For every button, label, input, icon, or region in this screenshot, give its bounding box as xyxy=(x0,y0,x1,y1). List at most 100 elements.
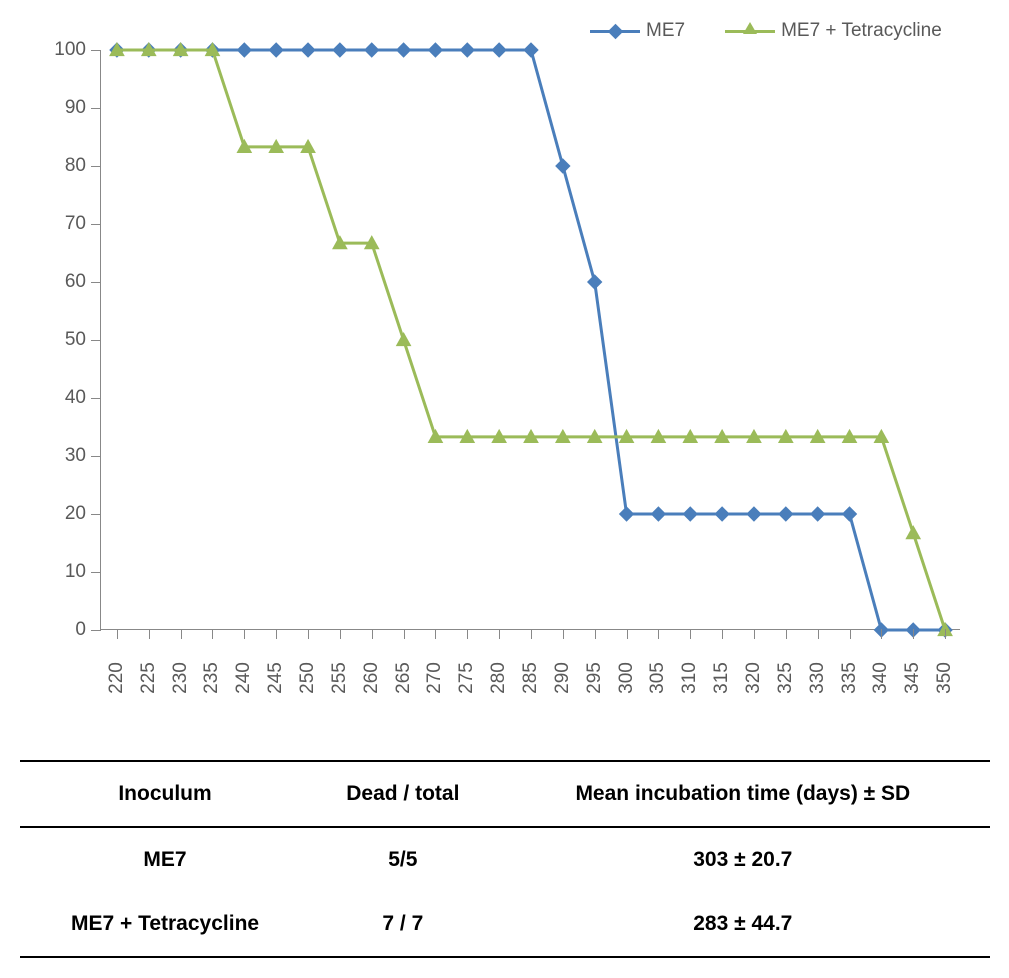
diamond-marker xyxy=(333,43,347,57)
col-incubation: Mean incubation time (days) ± SD xyxy=(496,761,990,827)
x-tick xyxy=(276,629,277,639)
diamond-marker xyxy=(524,43,538,57)
series-line xyxy=(117,50,945,630)
x-label: 280 xyxy=(488,662,510,694)
x-tick xyxy=(467,629,468,639)
x-tick xyxy=(818,629,819,639)
y-tick xyxy=(91,398,101,399)
x-tick xyxy=(404,629,405,639)
x-label: 300 xyxy=(616,662,638,694)
x-label: 330 xyxy=(807,662,829,694)
y-label: 70 xyxy=(46,213,86,235)
y-tick xyxy=(91,630,101,631)
x-label: 220 xyxy=(106,662,128,694)
table-row: ME7 5/5 303 ± 20.7 xyxy=(20,827,990,892)
y-label: 0 xyxy=(46,619,86,641)
diamond-marker xyxy=(715,507,729,521)
y-label: 20 xyxy=(46,503,86,525)
cell: 7 / 7 xyxy=(310,892,496,957)
legend-label: ME7 + Tetracycline xyxy=(781,20,942,42)
table-header: Inoculum Dead / total Mean incubation ti… xyxy=(20,761,990,827)
x-label: 315 xyxy=(711,662,733,694)
y-tick xyxy=(91,282,101,283)
col-dead-total: Dead / total xyxy=(310,761,496,827)
table-body: ME7 5/5 303 ± 20.7 ME7 + Tetracycline 7 … xyxy=(20,827,990,957)
diamond-marker xyxy=(556,159,570,173)
x-label: 255 xyxy=(329,662,351,694)
x-tick xyxy=(244,629,245,639)
x-tick xyxy=(913,629,914,639)
diamond-marker xyxy=(428,43,442,57)
col-inoculum: Inoculum xyxy=(20,761,310,827)
x-label: 260 xyxy=(361,662,383,694)
triangle-marker xyxy=(906,526,920,539)
x-label: 325 xyxy=(775,662,797,694)
diamond-marker xyxy=(365,43,379,57)
x-tick xyxy=(212,629,213,639)
y-label: 30 xyxy=(46,445,86,467)
diamond-marker xyxy=(683,507,697,521)
x-tick xyxy=(881,629,882,639)
plot-area: 0102030405060708090100220225230235240245… xyxy=(100,50,960,630)
y-label: 10 xyxy=(46,561,86,583)
x-tick xyxy=(850,629,851,639)
legend-marker xyxy=(725,30,775,33)
y-label: 80 xyxy=(46,155,86,177)
x-label: 335 xyxy=(839,662,861,694)
x-tick xyxy=(117,629,118,639)
y-label: 100 xyxy=(46,39,86,61)
diamond-marker xyxy=(269,43,283,57)
cell: 5/5 xyxy=(310,827,496,892)
diamond-marker xyxy=(779,507,793,521)
diamond-marker xyxy=(811,507,825,521)
x-label: 240 xyxy=(233,662,255,694)
x-tick xyxy=(531,629,532,639)
legend-item: ME7 xyxy=(590,20,685,42)
x-tick xyxy=(308,629,309,639)
cell: ME7 xyxy=(20,827,310,892)
x-label: 285 xyxy=(520,662,542,694)
x-label: 250 xyxy=(297,662,319,694)
y-tick xyxy=(91,514,101,515)
y-tick xyxy=(91,456,101,457)
x-tick xyxy=(595,629,596,639)
y-tick xyxy=(91,166,101,167)
x-label: 245 xyxy=(265,662,287,694)
y-tick xyxy=(91,108,101,109)
y-tick xyxy=(91,224,101,225)
x-tick xyxy=(945,629,946,639)
diamond-marker xyxy=(651,507,665,521)
y-label: 40 xyxy=(46,387,86,409)
x-label: 345 xyxy=(902,662,924,694)
x-tick xyxy=(372,629,373,639)
x-label: 270 xyxy=(424,662,446,694)
x-tick xyxy=(181,629,182,639)
diamond-marker xyxy=(301,43,315,57)
diamond-marker xyxy=(747,507,761,521)
x-label: 265 xyxy=(393,662,415,694)
y-tick xyxy=(91,50,101,51)
diamond-marker xyxy=(843,507,857,521)
x-tick xyxy=(722,629,723,639)
y-label: 50 xyxy=(46,329,86,351)
chart-svg xyxy=(101,50,960,629)
diamond-marker xyxy=(460,43,474,57)
x-tick xyxy=(149,629,150,639)
triangle-marker xyxy=(397,333,411,346)
x-tick xyxy=(563,629,564,639)
x-label: 235 xyxy=(201,662,223,694)
diamond-marker xyxy=(492,43,506,57)
y-label: 60 xyxy=(46,271,86,293)
diamond-marker xyxy=(620,507,634,521)
survival-chart: ME7 ME7 + Tetracycline 010203040506070809… xyxy=(20,20,990,720)
legend-item: ME7 + Tetracycline xyxy=(725,20,942,42)
x-label: 340 xyxy=(870,662,892,694)
table-row: ME7 + Tetracycline 7 / 7 283 ± 44.7 xyxy=(20,892,990,957)
diamond-marker xyxy=(397,43,411,57)
cell: 283 ± 44.7 xyxy=(496,892,990,957)
x-label: 305 xyxy=(647,662,669,694)
x-label: 275 xyxy=(456,662,478,694)
x-label: 295 xyxy=(584,662,606,694)
x-tick xyxy=(690,629,691,639)
cell: 303 ± 20.7 xyxy=(496,827,990,892)
